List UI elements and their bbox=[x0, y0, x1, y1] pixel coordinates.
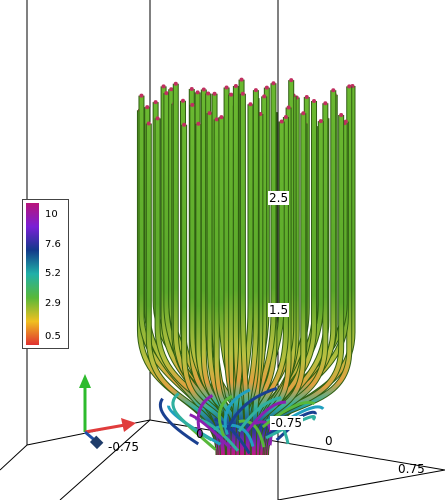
x-axis-arrowhead bbox=[121, 418, 136, 432]
x-tick-label: 0 bbox=[196, 427, 204, 441]
streamline-ribbon bbox=[266, 410, 317, 437]
streamline-ribbon bbox=[217, 395, 233, 437]
streamline-tube-cap bbox=[161, 84, 166, 89]
orientation-axes-widget bbox=[79, 374, 136, 450]
z-axis-arrowhead bbox=[79, 374, 91, 388]
streamline-ribbon bbox=[237, 396, 282, 433]
streamline-tube-cap bbox=[153, 100, 158, 105]
streamline-tube-cap bbox=[139, 93, 144, 98]
streamline-tube-cap bbox=[339, 112, 344, 117]
streamline-tube-cap bbox=[224, 85, 229, 90]
streamline-ribbon bbox=[214, 417, 251, 455]
streamline-ribbon bbox=[158, 397, 200, 446]
streamline-tube-cap bbox=[248, 102, 253, 107]
streamline-ribbon bbox=[261, 401, 316, 429]
color-legend-label: 7.6 bbox=[45, 239, 61, 250]
streamline-tube-cap bbox=[173, 81, 178, 86]
streamline-ribbon bbox=[171, 392, 213, 442]
streamline-tube-cap bbox=[240, 91, 245, 96]
streamline-tube-cap bbox=[262, 94, 267, 99]
streamline-tube-cap bbox=[214, 117, 219, 122]
streamline-tube-cap bbox=[279, 119, 284, 124]
streamline-tubes bbox=[136, 77, 356, 456]
color-legend-label: 10 bbox=[45, 209, 58, 220]
y-tick-label: -0.75 bbox=[270, 416, 304, 430]
streamline-tube-cap bbox=[233, 83, 238, 88]
streamline-tube-cap bbox=[219, 115, 224, 120]
streamline-tube-cap bbox=[286, 105, 291, 110]
streamline-tube-cap bbox=[196, 121, 201, 126]
color-legend-label: 5.2 bbox=[45, 268, 61, 279]
streamline-tube bbox=[251, 113, 263, 456]
color-scale-bar bbox=[26, 203, 39, 345]
streamline-ribbon bbox=[196, 394, 214, 437]
streamline-tube-cap bbox=[318, 119, 323, 124]
streamline-tube-cap bbox=[155, 116, 160, 121]
streamline-tube-cap bbox=[264, 85, 269, 90]
streamline-tube-cap bbox=[169, 87, 174, 92]
y-tick-label: 0.75 bbox=[398, 462, 425, 476]
color-legend[interactable]: 10 7.6 5.2 2.9 0.5 bbox=[22, 199, 69, 349]
x-tick-label: -0.75 bbox=[108, 440, 140, 454]
streamline-tube-cap bbox=[164, 91, 169, 96]
streamline-tube-cap bbox=[195, 90, 200, 95]
streamline-tube-cap bbox=[271, 81, 276, 86]
streamline-tube-cap bbox=[283, 115, 288, 120]
x-axis-arrow bbox=[84, 423, 126, 434]
color-legend-label: 0.5 bbox=[45, 331, 61, 342]
streamline-tube-cap bbox=[189, 86, 194, 91]
streamline-tube-cap bbox=[312, 98, 317, 103]
streamline-ribbon bbox=[265, 415, 316, 440]
streamline-ribbon bbox=[225, 386, 278, 431]
streamline-tube-cap bbox=[331, 88, 336, 93]
z-tick-label: 2.5 bbox=[268, 191, 290, 205]
y-tick-label: 0 bbox=[325, 434, 333, 448]
streamline-tube-cap bbox=[207, 111, 212, 116]
streamline-ribbon bbox=[253, 420, 273, 446]
streamline-tube-cap bbox=[239, 77, 244, 82]
streamline-tube-cap bbox=[146, 121, 151, 126]
streamline-ribbon bbox=[212, 423, 255, 447]
streamline-tube-cap bbox=[229, 92, 234, 97]
streamline-tube-cap bbox=[180, 98, 185, 103]
streamline-tube-cap bbox=[201, 87, 206, 92]
streamline-ribbon bbox=[223, 388, 251, 435]
streamline-tube-cap bbox=[347, 84, 352, 89]
z-tick-label: 1.5 bbox=[268, 303, 290, 317]
streamline-tube-cap bbox=[301, 111, 306, 116]
color-legend-label: 2.9 bbox=[45, 298, 61, 309]
streamline-tube-cap bbox=[190, 102, 195, 107]
streamline-ribbon bbox=[238, 419, 266, 448]
streamline-tube-cap bbox=[289, 78, 294, 83]
streamline-tube-cap bbox=[304, 94, 309, 99]
streamline-tube-cap bbox=[253, 88, 258, 93]
streamline-tube-cap bbox=[212, 91, 217, 96]
streamline-ribbon bbox=[246, 400, 286, 433]
streamline-tube-cap bbox=[145, 105, 150, 110]
streamline-tube-cap bbox=[206, 91, 211, 96]
y-axis-cube bbox=[89, 435, 104, 450]
streamline-tube-cap bbox=[323, 101, 328, 106]
streamline-ribbon bbox=[189, 413, 232, 450]
streamline-tube-cap bbox=[182, 122, 187, 127]
